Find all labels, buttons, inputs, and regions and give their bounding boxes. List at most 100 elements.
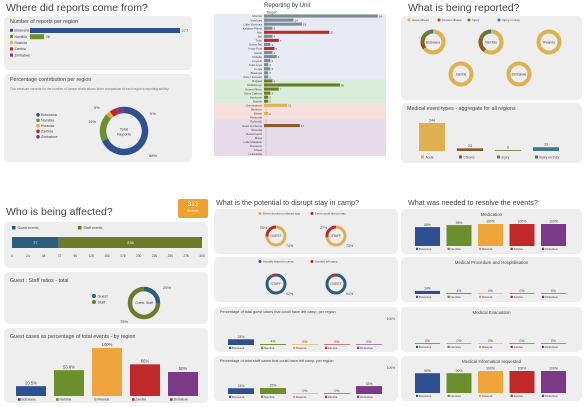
unit-bar <box>264 111 269 115</box>
legend-label: Staff events <box>84 226 103 230</box>
unit-value: 2 <box>269 71 271 75</box>
bar-value: 0% <box>551 289 556 293</box>
legend-dot <box>258 212 262 215</box>
unit-bar <box>264 95 269 99</box>
event-type-donut-slice <box>483 29 504 55</box>
legend-dot <box>92 300 96 304</box>
unit-label: Okahirongo <box>247 83 262 87</box>
bar <box>260 388 286 394</box>
legend-swatch <box>12 226 16 230</box>
bar-value: 86% <box>424 223 431 227</box>
donut-center-label: Guest: Staff <box>135 301 153 305</box>
events-count: 313 <box>187 201 199 208</box>
unit-value: 3 <box>271 67 273 71</box>
legend-label: Zambia <box>514 247 524 251</box>
event-type-donut-empty <box>448 61 474 87</box>
unit-bar <box>264 103 288 107</box>
unit-label: Shumba <box>251 128 262 132</box>
bar-value: 100% <box>102 342 113 347</box>
legend-label: Actually left camp <box>315 260 338 264</box>
contribution-slice <box>106 111 114 119</box>
legend-label: Injury on Duty <box>540 155 560 159</box>
unit-label: Lunga <box>254 67 262 71</box>
legend-dot <box>310 260 314 263</box>
unit-bar <box>264 46 275 51</box>
legend-swatch <box>357 395 360 398</box>
legend-label: Namibia <box>451 394 462 398</box>
event-type-donut-slice <box>422 29 446 55</box>
contribution-slice <box>102 106 149 156</box>
slice-label: 91% <box>346 292 354 296</box>
slice-label: 27% <box>320 226 328 230</box>
legend-swatch <box>10 47 13 51</box>
x-tick: 126 <box>89 254 95 258</box>
region-label: Rwanda <box>543 40 555 44</box>
card-title: Medical Information requested <box>461 359 522 364</box>
unit-value: 54 <box>379 14 383 18</box>
unit-value: 4 <box>273 35 275 39</box>
slice-label: 74% <box>286 244 294 248</box>
bar <box>478 343 503 344</box>
percentage-contribution-card: Percentage contribution per region This … <box>4 74 192 162</box>
donut-center-label: STAFF <box>331 234 341 238</box>
legend-label: Botswana <box>232 395 245 399</box>
bar <box>541 224 566 246</box>
legend-swatch <box>535 155 538 159</box>
medical-event-types-card: Medical event types - aggregate for all … <box>401 103 582 163</box>
unit-label: Busanga <box>251 71 263 75</box>
bar <box>356 386 382 394</box>
bar <box>30 28 180 33</box>
bar-value: 0% <box>303 340 308 344</box>
donut-center-label: Total <box>120 127 129 132</box>
bar <box>92 348 122 396</box>
unit-label: Linyanti <box>252 59 262 63</box>
bar-value: 100% <box>518 220 527 224</box>
unit-label: Desert Rhino <box>245 87 262 91</box>
guest-left-camp-chart: 100% 24% Botswana 4% Namibia 0% Rwanda 0% Zambia… <box>228 317 395 350</box>
region-label: Namibia <box>15 35 28 39</box>
disrupt-donut-slice <box>265 225 287 247</box>
event-types-by-region-card: Acute illness Chronic illness Injury Injury… <box>401 16 582 100</box>
unit-bar <box>264 18 294 22</box>
disrupt-donut-slice <box>270 273 277 278</box>
bar-value: 23 <box>468 144 472 148</box>
slice-label: 92% <box>286 292 294 296</box>
event-type-donut-slice <box>487 29 492 34</box>
legend-dot <box>36 118 40 123</box>
guest-bar <box>12 237 59 248</box>
unit-label: Kaokovet <box>250 95 262 99</box>
bar <box>130 364 160 396</box>
legend-swatch <box>510 247 513 250</box>
procedure-chart: 14% Botswana 4% Namibia 0% Rwanda 0% Zambia 0% Zi… <box>415 287 566 299</box>
bar-value: 100% <box>486 367 495 371</box>
unit-bar <box>264 38 279 42</box>
unit-value: 4 <box>273 51 275 55</box>
legend-label: Zambia <box>514 345 524 349</box>
legend-dot <box>36 124 40 128</box>
legend-swatch <box>416 345 419 348</box>
legend-swatch <box>325 346 328 349</box>
bar <box>415 290 440 294</box>
legend-swatch <box>479 247 482 250</box>
slice-label: 75% <box>120 319 128 324</box>
region-label: Botswana <box>15 29 30 33</box>
legend-swatch <box>510 394 513 397</box>
legend-label: Namibia <box>264 346 275 350</box>
unit-label: Tubu <box>256 39 263 43</box>
bar-value: 50% <box>179 366 188 371</box>
legend-label: Rwanda <box>41 124 54 128</box>
legend-label: Namibia <box>451 295 462 299</box>
disrupt-stay-chart: Event should not disrupt stay Event could… <box>258 212 354 248</box>
bar <box>478 293 503 294</box>
bar-value: 53.8% <box>63 364 75 369</box>
bar-value: 100% <box>549 367 558 371</box>
bar-value: 4% <box>457 289 462 293</box>
legend-swatch <box>542 345 545 348</box>
bar-value: 24% <box>238 335 245 339</box>
staff-bar <box>58 237 203 248</box>
actual-stay-card: Actually stayed in camp Actually left cam… <box>214 257 398 302</box>
legend-swatch <box>18 398 21 401</box>
bar-value: 0% <box>303 389 308 393</box>
bar-value: 0% <box>488 339 493 343</box>
